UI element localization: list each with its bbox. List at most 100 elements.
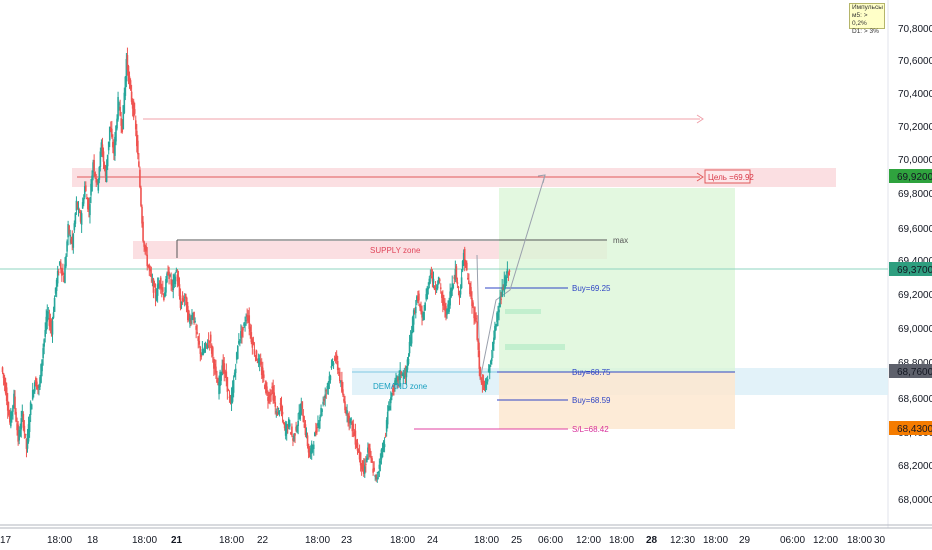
candle-body [329,375,332,381]
x-tick: 18:00 [219,535,244,546]
candle-body [97,179,100,191]
candle-body [263,374,265,379]
candle-body [165,279,167,293]
candle-body [92,162,94,173]
candle-body [437,277,440,284]
candle-body [116,118,118,129]
candle-body [58,261,61,265]
candle-body [91,175,93,192]
candle-body [271,386,273,388]
badge-demand-bg [889,364,932,378]
candle-body [472,302,474,307]
candle-body [267,397,269,401]
candle-body [197,336,200,341]
candle-body [483,388,486,390]
candle-body [241,329,243,337]
candle-body [139,169,141,187]
candle-body [346,410,348,415]
badge-target: 69,92000 [897,172,932,183]
candle-body [454,268,457,280]
candle-body [156,284,159,296]
candle-body [76,202,79,209]
candle-body [396,376,398,382]
indicator-legend[interactable]: Импульсы м5: > 0,2% D1: > 3% [849,3,885,35]
candle-body [418,293,420,301]
candle-body [291,426,293,436]
candle-body [485,382,488,384]
candle-body [293,434,295,439]
candle-body [174,276,177,285]
candle-body [296,425,298,432]
candle-body [4,382,7,394]
candle-body [22,413,25,428]
candle-body [242,327,244,331]
profit-zone[interactable] [499,188,735,372]
candle-body [36,381,38,390]
candle-body [356,442,359,451]
candle-body [419,305,421,308]
y-tick: 70,00000 [898,155,932,166]
candle-body [394,380,396,386]
candle-body [442,295,444,306]
candle-body [502,287,505,290]
x-tick: 29 [739,535,751,546]
candle-body [427,287,430,290]
candle-body [414,306,417,314]
candle-body [170,279,172,285]
candle-body [380,449,383,460]
candle-body [377,471,380,473]
y-tick: 68,00000 [898,495,932,506]
candle-body [147,264,150,267]
candle-body [304,424,307,435]
x-tick: 06:00 [538,535,563,546]
candle-body [154,289,157,299]
candle-body [188,310,190,319]
candle-body [426,287,429,300]
candle-body [38,386,40,388]
candle-body [102,151,105,162]
candle-body [53,298,56,312]
candle-body [136,130,138,147]
candle-body [131,100,134,109]
candle-body [307,444,310,453]
candle-body [18,430,20,441]
candle-body [397,377,399,381]
candle-body [12,405,14,412]
candle-body [429,275,432,277]
candle-body [231,386,234,402]
x-tick: 18:00 [132,535,157,546]
candle-body [157,283,160,289]
projection-arrow [537,174,546,184]
candle-body [388,406,391,411]
candle-body [298,412,301,414]
candle-body [73,223,76,231]
candle-body [299,410,302,420]
candle-body [120,118,122,126]
candle-body [489,360,492,365]
candle-body [336,361,339,371]
candle-body [71,237,74,245]
candle-body [113,142,115,154]
candle-body [29,402,32,415]
candle-body [348,415,350,424]
candle-body [62,271,64,275]
candle-body [314,432,316,437]
y-tick: 69,80000 [898,189,932,200]
candle-body [158,281,161,283]
y-axis[interactable]: 70,80000 70,60000 70,40000 70,20000 70,0… [898,24,932,506]
x-axis[interactable]: 17 18:00 18 18:00 21 18:00 22 18:00 23 1… [0,535,886,546]
candle-body [9,415,11,423]
candle-body [106,154,109,167]
candle-body [372,468,374,473]
candle-body [341,380,343,392]
candle-body [26,433,29,449]
candle-body [375,474,378,480]
candle-body [78,212,81,214]
candle-body [25,438,28,449]
candle-body [428,278,431,285]
candle-body [11,411,13,417]
candle-body [196,332,198,334]
y-tick: 68,60000 [898,394,932,405]
supply-zone[interactable] [133,241,607,259]
